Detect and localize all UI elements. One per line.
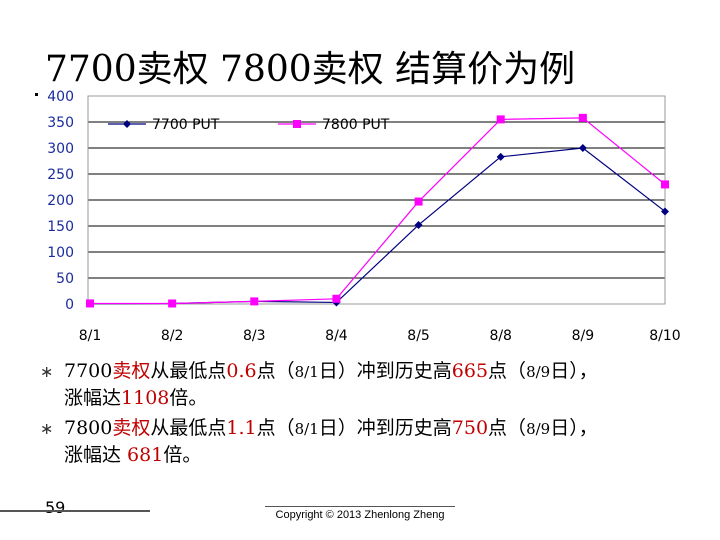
y-tick-label: 350 [47,115,74,131]
bullet-item-7700: ∗ 7700卖权从最低点0.6点（8/1日）冲到历史高665点（8/9日）， 涨幅… [40,358,710,411]
y-tick-label: 300 [47,141,74,157]
bullet-text-part: 8/1 [294,420,319,438]
plot-area-border [87,95,666,305]
bullet-text-part: 日）， [550,417,598,439]
data-point [414,220,423,229]
bullet-text-part: 8/1 [294,363,319,381]
bullet-text-part: 日）冲到历史高 [318,417,452,439]
data-point [168,299,177,308]
bullet-text-part: 日）， [550,360,598,382]
data-point [661,207,669,216]
bullet-text-part: 7800 [64,417,113,439]
x-tick-label: 8/10 [649,328,680,344]
footer-rule [0,510,150,512]
copyright-rule [265,506,455,507]
bullet-text-part: 倍。 [169,387,208,409]
y-tick-label: 0 [65,297,74,313]
x-tick-label: 8/9 [572,328,595,344]
legend-label: 7700 PUT [152,117,220,133]
bullet-marker: ∗ [40,419,54,438]
data-point [496,152,505,161]
bullet-text-part: 倍。 [163,444,202,466]
copyright-text: Copyright © 2013 Zhenlong Zheng [275,509,445,521]
bullet-text-part: 从最低点 [150,360,227,382]
bullet-text-part: 750 [451,417,489,439]
x-axis-ticks: 8/1 8/2 8/3 8/4 8/5 8/8 8/9 8/10 [79,328,681,344]
bullet-text-part: 1.1 [226,417,257,439]
bullet-text-part: 点（ [256,417,295,439]
bullet-item-7800: ∗ 7800卖权从最低点1.1点（8/1日）冲到历史高750点（8/9日）， 涨幅… [40,415,710,468]
bullet-text: 7700卖权从最低点0.6点（8/1日）冲到历史高665点（8/9日）， 涨幅达1… [64,358,704,411]
legend-marker [123,120,131,128]
bullet-marker: ∗ [40,362,54,381]
data-point [661,180,669,189]
x-tick-label: 8/1 [79,328,102,344]
legend-label: 7800 PUT [322,117,390,133]
bullet-text-part: 8/9 [526,420,551,438]
data-point [86,299,94,308]
legend-marker [293,120,301,128]
data-point [332,294,341,303]
bullet-text-part: 0.6 [226,360,257,382]
series-line [89,117,666,305]
y-tick-label: 400 [47,89,74,105]
y-tick-label: 200 [47,193,74,209]
bullet-text-part: 681 [127,444,164,466]
data-point [250,297,259,306]
x-tick-label: 8/4 [325,328,348,344]
data-point [496,115,505,124]
bullet-text-part: 点（ [256,360,295,382]
data-point [578,144,587,152]
x-tick-label: 8/2 [161,328,184,344]
bullet-text-part: 涨幅达 [64,387,122,409]
x-tick-label: 8/8 [489,328,512,344]
bullet-text-part: 点（ [488,417,527,439]
title-marker [35,93,38,96]
bullet-text-part: 日）冲到历史高 [318,360,452,382]
bullet-text: 7800卖权从最低点1.1点（8/1日）冲到历史高750点（8/9日）， 涨幅达 … [64,415,704,468]
series [86,113,669,308]
data-point [414,197,423,206]
bullet-text-part: 7700 [64,360,113,382]
x-tick-label: 8/3 [243,328,266,344]
bullet-text-part: 卖权 [112,417,151,439]
data-point [578,113,587,122]
page-number: 59 [45,498,66,517]
slide-title: 7700卖权 7800卖权 结算价为例 [45,49,576,90]
bullet-text-part: 卖权 [112,360,151,382]
bullet-text-part: 1108 [121,387,170,409]
legend: 7700 PUT 7800 PUT [108,117,390,133]
y-tick-label: 150 [47,219,74,235]
bullet-list: ∗ 7700卖权从最低点0.6点（8/1日）冲到历史高665点（8/9日）， 涨幅… [40,358,710,472]
y-axis-ticks: 400 350 300 250 200 150 100 50 0 [47,89,74,313]
bullet-text-part: 涨幅达 [64,444,128,466]
x-tick-label: 8/5 [407,328,430,344]
bullet-text-part: 665 [451,360,489,382]
line-chart: 400 350 300 250 200 150 100 50 0 8/1 8/2 8/3 8/4 8/5… [47,89,681,344]
y-tick-label: 100 [47,245,74,261]
y-tick-label: 50 [56,271,74,287]
bullet-text-part: 从最低点 [150,417,227,439]
bullet-text-part: 8/9 [526,363,551,381]
bullet-text-part: 点（ [488,360,527,382]
y-tick-label: 250 [47,167,74,183]
